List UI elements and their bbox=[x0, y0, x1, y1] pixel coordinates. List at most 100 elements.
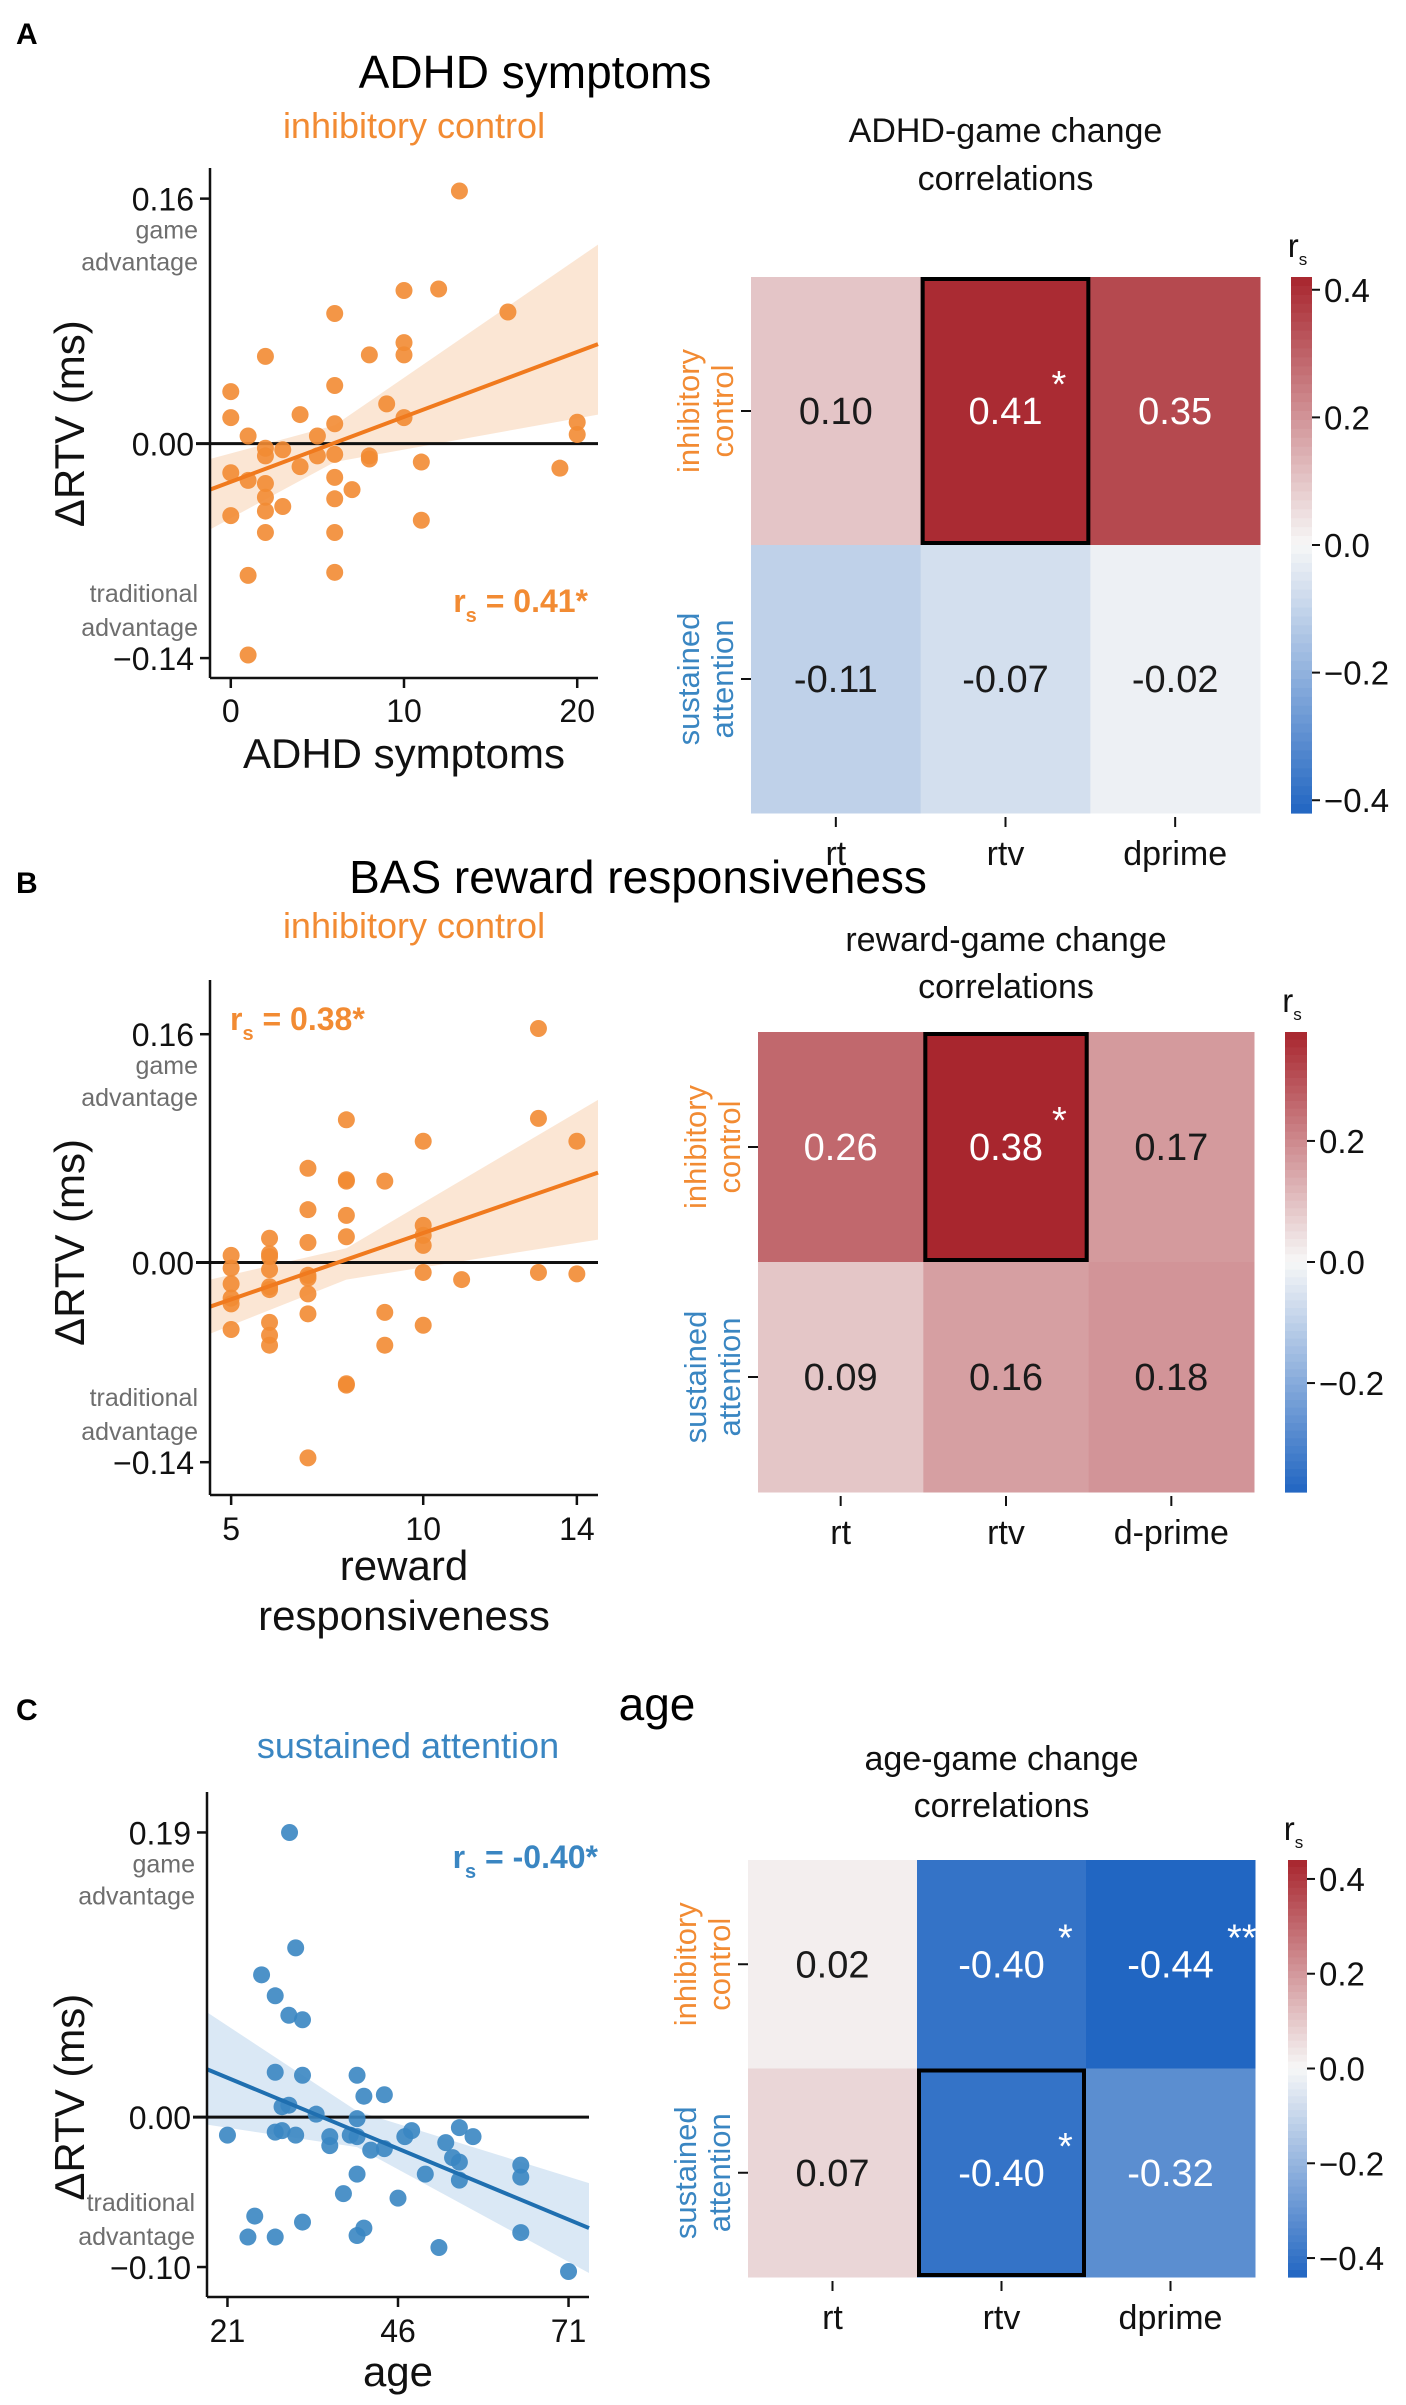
colorbar-segment bbox=[1285, 1407, 1307, 1416]
y-tick-label: −0.14 bbox=[113, 1445, 194, 1481]
row-label: sustained bbox=[668, 2106, 703, 2239]
heatmap-cell bbox=[1086, 1860, 1256, 2069]
colorbar-segment bbox=[1288, 2026, 1307, 2035]
colorbar-segment bbox=[1291, 402, 1312, 412]
colorbar-segment bbox=[1288, 2151, 1307, 2160]
data-point bbox=[299, 1201, 317, 1219]
data-point bbox=[412, 511, 430, 529]
colorbar-segment bbox=[1285, 1254, 1307, 1263]
heatmap-title: correlations bbox=[914, 1787, 1090, 1825]
colorbar-segment bbox=[1288, 2117, 1307, 2125]
colorbar-segment bbox=[1285, 1139, 1307, 1148]
colorbar-segment bbox=[1291, 527, 1312, 537]
colorbar-segment bbox=[1285, 1453, 1307, 1462]
heatmap-cell bbox=[923, 1032, 1090, 1263]
traditional-advantage-label: advantage bbox=[78, 2223, 195, 2251]
subplot-title: sustained attention bbox=[257, 1725, 559, 1766]
x-tick-label: 21 bbox=[210, 2313, 246, 2349]
data-point bbox=[261, 1261, 279, 1279]
colorbar-segment bbox=[1285, 1047, 1307, 1056]
colorbar-segment bbox=[1288, 1873, 1307, 1882]
colorbar-segment bbox=[1288, 2214, 1307, 2222]
data-point bbox=[464, 2128, 482, 2146]
colorbar-segment bbox=[1291, 741, 1312, 752]
colorbar-segment bbox=[1288, 2172, 1307, 2181]
colorbar-segment bbox=[1285, 1400, 1307, 1409]
data-point bbox=[343, 481, 361, 499]
cell-value: 0.10 bbox=[799, 391, 873, 433]
x-tick-label: 10 bbox=[386, 693, 422, 729]
data-point bbox=[337, 1171, 355, 1189]
data-point bbox=[568, 425, 586, 443]
data-point bbox=[256, 347, 274, 365]
colorbar-segment bbox=[1288, 2144, 1307, 2153]
heatmap-title: age-game change bbox=[864, 1740, 1138, 1778]
heatmap-cell bbox=[748, 1860, 918, 2069]
colorbar-segment bbox=[1291, 598, 1312, 609]
colorbar-segment bbox=[1288, 2158, 1307, 2167]
colorbar-segment bbox=[1291, 768, 1312, 778]
colorbar-segment bbox=[1291, 652, 1312, 662]
colorbar-segment bbox=[1291, 518, 1312, 528]
colorbar-segment bbox=[1291, 553, 1312, 564]
colorbar-segment bbox=[1288, 1894, 1307, 1903]
colorbar-tick-label: 0.2 bbox=[1319, 1956, 1365, 1993]
colorbar-segment bbox=[1291, 357, 1312, 367]
data-point bbox=[450, 182, 468, 200]
data-point bbox=[256, 447, 274, 465]
heatmap-b: reward-game change correlations 0.26 0.38* 0… bbox=[678, 921, 1384, 1552]
data-point bbox=[222, 1275, 240, 1293]
subplot-title: inhibitory control bbox=[283, 105, 545, 146]
data-point bbox=[512, 2168, 530, 2186]
data-point bbox=[360, 450, 378, 468]
colorbar-segment bbox=[1291, 419, 1312, 430]
data-point bbox=[253, 1966, 271, 1984]
panel-label-b: B bbox=[16, 867, 38, 900]
colorbar-segment bbox=[1288, 2040, 1307, 2049]
colorbar-segment bbox=[1291, 277, 1312, 287]
data-point bbox=[568, 1265, 586, 1283]
data-point bbox=[376, 1172, 394, 1190]
x-tick-label: 46 bbox=[380, 2313, 416, 2349]
data-point bbox=[261, 1229, 279, 1247]
y-tick-label: −0.14 bbox=[113, 641, 194, 677]
data-point bbox=[395, 282, 413, 300]
data-point bbox=[256, 502, 274, 520]
data-point bbox=[551, 459, 569, 477]
data-point bbox=[375, 2086, 393, 2104]
colorbar-tick-label: 0.2 bbox=[1324, 399, 1370, 436]
colorbar-segment bbox=[1288, 1943, 1307, 1951]
confidence-band bbox=[210, 1099, 598, 1334]
colorbar-segment bbox=[1288, 2103, 1307, 2111]
data-point bbox=[568, 1132, 586, 1150]
data-point bbox=[222, 1259, 240, 1277]
colorbar-segment bbox=[1285, 1300, 1307, 1309]
data-point bbox=[437, 2134, 455, 2152]
colorbar-segment bbox=[1288, 2012, 1307, 2021]
colorbar-label: rs bbox=[1282, 982, 1302, 1024]
colorbar-segment bbox=[1285, 1446, 1307, 1455]
column-label: dprime bbox=[1123, 835, 1227, 873]
colorbar-segment bbox=[1285, 1177, 1307, 1186]
colorbar-segment bbox=[1285, 1032, 1307, 1041]
colorbar-segment bbox=[1288, 2131, 1307, 2139]
game-advantage-label: game bbox=[132, 1850, 195, 1878]
colorbar-segment bbox=[1291, 330, 1312, 341]
colorbar-segment bbox=[1288, 2096, 1307, 2104]
colorbar-segment bbox=[1291, 411, 1312, 421]
data-point bbox=[222, 1246, 240, 1264]
x-tick-label: 20 bbox=[559, 693, 595, 729]
colorbar-segment bbox=[1288, 2235, 1307, 2243]
y-tick-label: 0.19 bbox=[129, 1815, 191, 1851]
scatter-plot-a: inhibitory control 0.16 0.00 −0.14 0 10 20 game… bbox=[46, 105, 599, 777]
column-label: rt bbox=[822, 2299, 843, 2337]
data-point bbox=[414, 1132, 432, 1150]
data-point bbox=[308, 427, 326, 445]
y-axis-label: ΔRTV (ms) bbox=[46, 1139, 93, 1346]
game-advantage-label: game bbox=[135, 1052, 198, 1080]
colorbar-segment bbox=[1285, 1162, 1307, 1171]
x-axis-label-line2: responsiveness bbox=[258, 1592, 550, 1639]
colorbar-segment bbox=[1285, 1246, 1307, 1255]
data-point bbox=[334, 2185, 352, 2203]
cell-value: 0.02 bbox=[796, 1944, 870, 1986]
